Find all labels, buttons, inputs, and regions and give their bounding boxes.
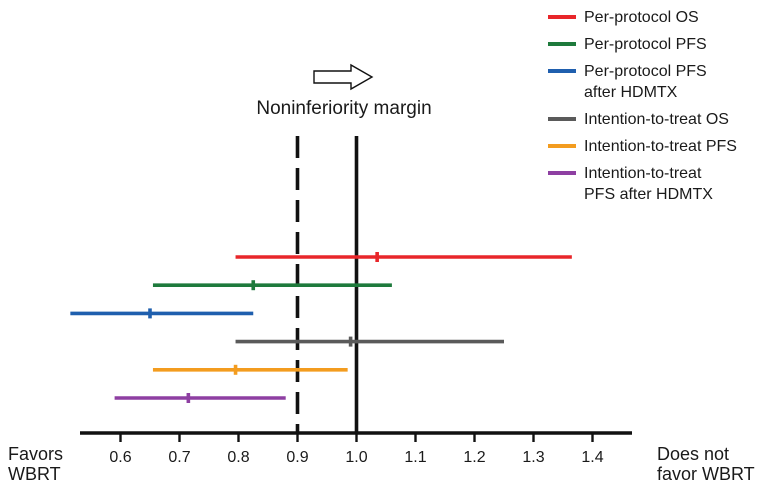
- x-tick-label: 0.7: [168, 449, 190, 466]
- x-tick-label: 1.4: [581, 449, 603, 466]
- x-tick-label: 1.1: [404, 449, 426, 466]
- reference-lines: Noninferiority margin: [256, 63, 432, 433]
- legend-label: Per-protocol PFS: [584, 63, 707, 80]
- x-tick-label: 0.9: [286, 449, 308, 466]
- right-arrow-icon: [313, 63, 374, 91]
- legend-label: Intention-to-treat: [584, 165, 702, 182]
- x-tick-label: 1.0: [345, 449, 367, 466]
- legend-label: PFS after HDMTX: [584, 186, 713, 203]
- does-not-favor-wbrt-annotation: Does not: [657, 444, 729, 464]
- legend-label: Per-protocol OS: [584, 9, 699, 26]
- legend-label: Intention-to-treat PFS: [584, 138, 737, 155]
- legend-label: after HDMTX: [584, 84, 678, 101]
- favors-wbrt-annotation: Favors: [8, 444, 63, 464]
- x-tick-label: 0.6: [109, 449, 131, 466]
- x-tick-label: 0.8: [227, 449, 249, 466]
- legend-label: Per-protocol PFS: [584, 36, 707, 53]
- x-tick-label: 1.3: [522, 449, 544, 466]
- favors-wbrt-annotation: WBRT: [8, 464, 61, 484]
- legend: Per-protocol OS Per-protocol PFS Per-proto…: [548, 9, 737, 203]
- does-not-favor-wbrt-annotation: favor WBRT: [657, 464, 755, 484]
- noninferiority-margin-label: Noninferiority margin: [256, 98, 431, 119]
- x-tick-label: 1.2: [463, 449, 485, 466]
- legend-label: Intention-to-treat OS: [584, 111, 729, 128]
- series-layer: [70, 252, 572, 403]
- x-axis: 0.6 0.7 0.8 0.9 1.0 1.1 1.2 1.3 1.4: [80, 431, 632, 466]
